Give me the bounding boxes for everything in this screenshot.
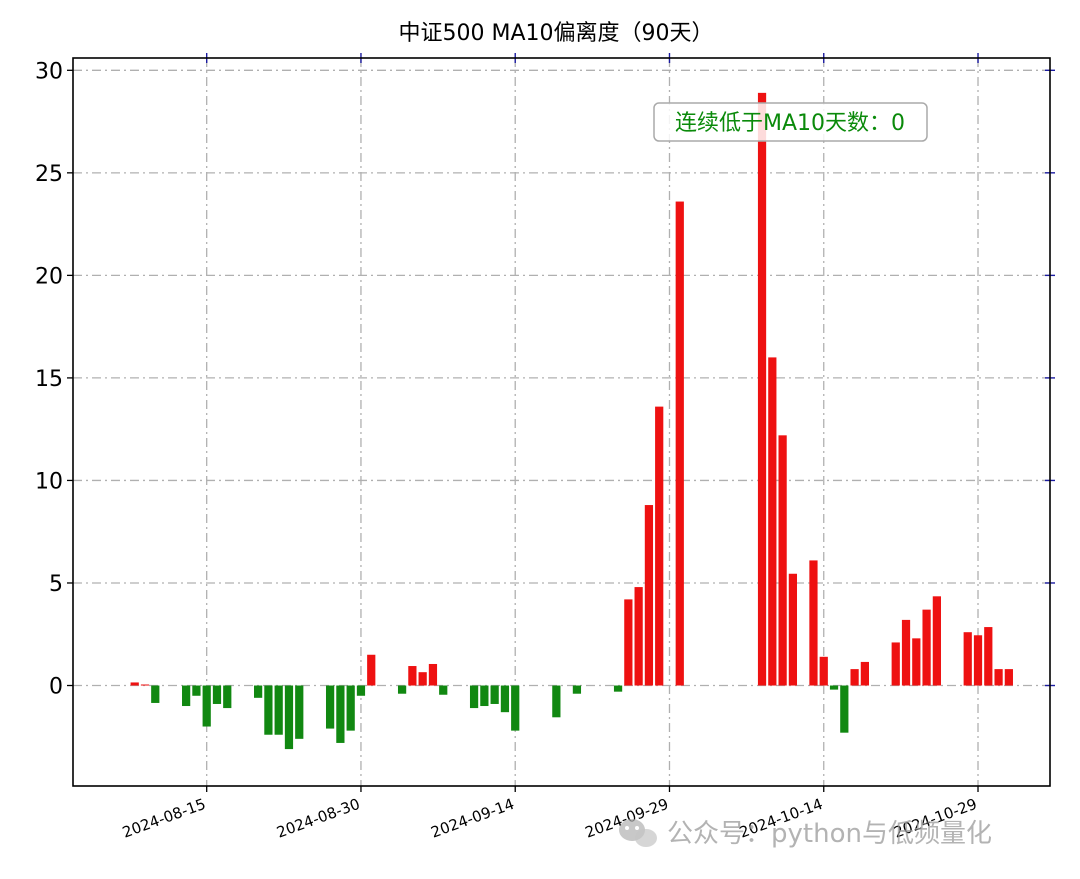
annotation-box: 连续低于MA10天数：0 [653,102,928,142]
bar [212,685,222,704]
bar [994,669,1003,686]
bar [768,357,777,686]
bar [829,685,839,690]
bar [922,609,931,686]
bar [613,685,623,692]
bar [809,560,818,686]
bar [469,685,479,709]
bar [500,685,510,713]
x-tick-label: 2024-09-14 [429,795,517,842]
bar [336,685,345,743]
bar [624,599,633,686]
bar [634,587,643,686]
bar [151,685,160,703]
bar [850,669,859,686]
bar [264,685,273,735]
bar [757,92,767,686]
y-tick-label: 10 [35,469,63,494]
bars [130,92,1013,750]
ticks: 0 5 10 15 20 25 30 2024-08-15 2024-08-30 2024-09-… [35,53,1055,842]
bar [428,663,438,686]
bar [408,666,417,686]
bar [552,685,561,718]
y-tick-label: 30 [35,59,63,84]
bar [511,685,520,731]
bar [418,672,427,686]
bar [778,435,787,686]
bar [346,685,355,731]
bar [356,685,366,696]
bar [202,685,211,727]
bar [397,685,407,694]
bar [860,661,869,686]
bar [1004,669,1013,686]
bar [788,573,798,686]
y-tick-label: 5 [49,572,63,597]
annotation-text: 连续低于MA10天数：0 [675,111,905,136]
bar [912,638,921,686]
bar [192,685,201,696]
bar [644,505,654,686]
y-tick-label: 25 [35,162,63,187]
watermark: 公众号：python与低频量化 [619,819,992,849]
bar [130,682,139,686]
watermark-text: 公众号：python与低频量化 [667,819,992,849]
bar [963,632,972,686]
bar [840,685,849,733]
bar [439,685,448,695]
bar [325,685,335,729]
bar [932,596,941,686]
chart-title: 中证500 MA10偏离度（90天） [398,21,713,46]
plot-frame [72,57,1051,787]
y-tick-label: 15 [35,367,63,392]
bar [480,685,489,707]
x-tick-label: 2024-08-15 [120,795,208,842]
bar [984,627,993,686]
bar [284,685,294,750]
bar [367,654,376,686]
grid [73,58,1050,786]
bar [490,685,499,704]
bar [891,642,900,686]
y-tick-label: 0 [49,675,63,700]
bar [572,685,582,694]
bar [901,619,911,686]
bar [274,685,283,735]
bar [140,684,150,686]
bar [675,201,684,686]
bar [973,635,983,686]
wechat-icon [619,819,657,847]
bar [182,685,191,707]
bar [655,406,664,686]
bar [254,685,263,698]
bar [819,656,828,686]
x-tick-label: 2024-08-30 [274,795,362,842]
bar [295,685,304,739]
bar [223,685,232,709]
y-tick-label: 20 [35,264,63,289]
